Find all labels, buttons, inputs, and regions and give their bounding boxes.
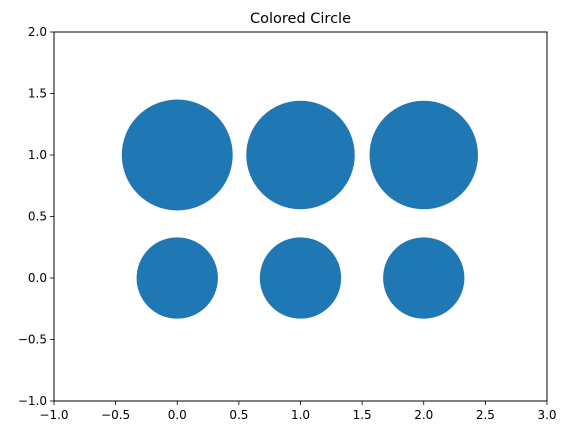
x-tick-label: 0.0 [168, 408, 187, 422]
x-tick-label: 1.5 [353, 408, 372, 422]
plot-area [121, 99, 478, 319]
y-tick-label: 0.5 [28, 210, 47, 224]
x-tick-label: 1.0 [291, 408, 310, 422]
y-tick-label: 0.0 [28, 271, 47, 285]
x-tick-label: 2.5 [476, 408, 495, 422]
y-axis-ticks: −1.0 −0.5 0.0 0.5 1.0 1.5 2.0 [18, 25, 54, 408]
y-tick-label: −1.0 [18, 394, 47, 408]
x-tick-label: 0.5 [229, 408, 248, 422]
circle-mark-5 [259, 237, 342, 319]
y-tick-label: 1.5 [28, 87, 47, 101]
circle-mark-6 [383, 237, 465, 319]
circle-mark-2 [246, 100, 355, 210]
x-tick-label: −0.5 [101, 408, 130, 422]
circle-mark-3 [369, 100, 478, 210]
circle-mark-4 [136, 237, 218, 319]
circle-mark-1 [121, 99, 233, 211]
circle-marks [121, 99, 478, 319]
x-tick-label: 2.0 [414, 408, 433, 422]
x-tick-label: 3.0 [537, 408, 556, 422]
chart-title: Colored Circle [250, 11, 351, 27]
y-tick-label: 2.0 [28, 25, 47, 39]
y-tick-label: −0.5 [18, 333, 47, 347]
x-axis-ticks: −1.0 −0.5 0.0 0.5 1.0 1.5 2.0 2.5 3.0 [39, 401, 557, 422]
y-tick-label: 1.0 [28, 148, 47, 162]
plot-frame [53, 31, 548, 402]
x-tick-label: −1.0 [39, 408, 68, 422]
